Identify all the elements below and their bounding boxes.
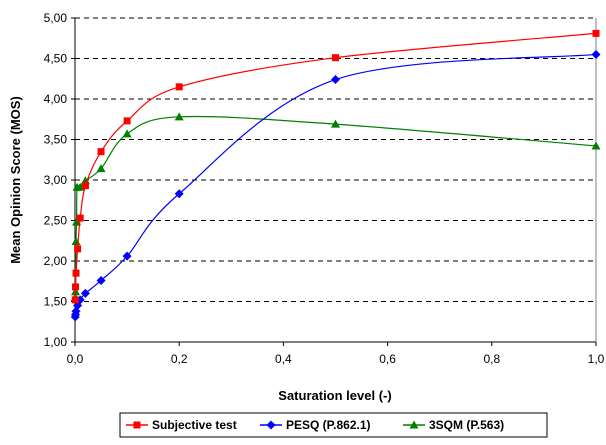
data-point [97,148,105,156]
y-tick-label: 1,50 [44,295,68,309]
data-point [72,217,82,226]
series [70,29,601,322]
x-tick-label: 0,4 [275,352,292,366]
legend-label: Subjective test [152,418,237,432]
y-axis-title: Mean Opinion Score (MOS) [8,96,23,264]
data-point [591,49,601,59]
y-tick-label: 4,50 [44,52,68,66]
data-point [96,275,106,285]
axes [71,17,597,346]
data-point [81,182,89,190]
data-point [331,75,340,85]
data-point [76,214,84,222]
legend-item: Subjective test [126,418,237,432]
legend-box [119,412,548,438]
data-point [175,83,183,91]
data-point [591,141,601,150]
x-tick-label: 1,0 [588,352,605,366]
x-tick-label: 0,0 [67,352,84,366]
legend-label: 3SQM (P.563) [429,418,504,432]
data-point [332,54,339,62]
series-line [74,53,597,317]
y-tick-label: 5,00 [44,11,68,25]
data-point [71,237,81,246]
y-tick-label: 4,00 [44,92,68,106]
legend-item: 3SQM (P.563) [403,418,504,432]
legend-marker [409,420,419,429]
tick-labels: 1,00 1,50 2,00 2,50 3,00 3,50 4,00 4,50 5,00 0,0 0… [44,11,605,366]
data-point [331,119,340,128]
data-point [74,245,82,253]
series-line [74,115,597,299]
data-point [71,296,79,304]
x-axis-title: Saturation level (-) [278,388,391,403]
data-point [72,269,80,277]
series-3sqm-p-563 [70,112,601,301]
legend-item: PESQ (P.862.1) [260,418,371,432]
y-tick-label: 3,00 [44,173,68,187]
series-pesq-p-862-1 [70,49,601,322]
data-point [592,29,600,37]
legend: Subjective test PESQ (P.862.1) 3SQM (P.563… [119,412,548,438]
series-line [74,32,597,300]
y-tick-label: 2,00 [44,254,68,268]
x-tick-label: 0,8 [483,352,500,366]
x-tick-label: 0,6 [379,352,396,366]
y-tick-label: 1,00 [44,335,68,349]
data-point [122,129,132,138]
legend-marker [133,421,141,429]
legend-marker [266,420,276,430]
data-point [96,164,106,173]
y-tick-label: 3,50 [44,133,68,147]
y-tick-label: 2,50 [44,214,68,228]
data-point [174,189,184,199]
data-point [72,283,80,291]
data-point [80,288,90,298]
legend-label: PESQ (P.862.1) [286,418,371,432]
data-point [174,112,184,121]
data-point [122,251,132,261]
x-tick-label: 0,2 [171,352,188,366]
series-subjective-test [71,29,600,304]
data-point [123,117,131,125]
